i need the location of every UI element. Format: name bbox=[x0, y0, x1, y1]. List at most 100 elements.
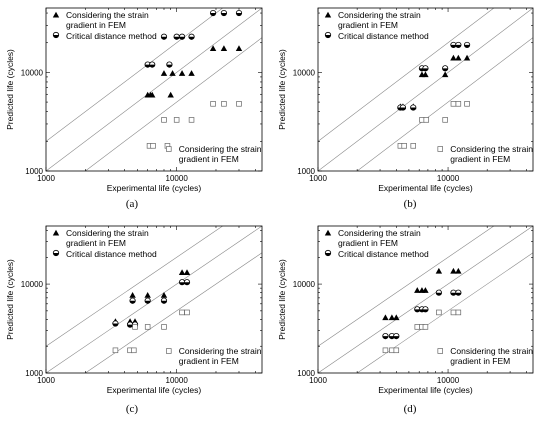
data-point bbox=[414, 287, 421, 293]
reference-line bbox=[46, 226, 224, 347]
data-point bbox=[173, 33, 180, 40]
data-point bbox=[178, 269, 186, 276]
legend-marker-triangle bbox=[52, 11, 60, 18]
data-point bbox=[463, 41, 471, 49]
series-1 bbox=[112, 269, 191, 325]
legend-marker-triangle bbox=[324, 11, 332, 18]
data-point bbox=[166, 61, 173, 68]
legend-label: gradient in FEM bbox=[66, 238, 126, 248]
data-point bbox=[209, 45, 217, 52]
series-2 bbox=[382, 289, 462, 340]
reference-lines bbox=[46, 226, 262, 373]
data-point bbox=[450, 267, 457, 274]
series-3 bbox=[382, 309, 462, 354]
y-tick-label: 1000 bbox=[297, 369, 315, 378]
y-tick-label: 10000 bbox=[21, 280, 44, 289]
data-point bbox=[388, 314, 396, 321]
y-axis-label: Predicted life (cycles) bbox=[5, 259, 15, 340]
legend-marker-half-circle bbox=[324, 249, 332, 257]
series-1 bbox=[382, 267, 462, 321]
data-point bbox=[167, 91, 174, 98]
legend-marker-square bbox=[437, 146, 444, 152]
legend-label: Critical distance method bbox=[66, 31, 157, 41]
x-tick-label: 10000 bbox=[166, 376, 189, 385]
data-point bbox=[112, 347, 119, 354]
data-point bbox=[463, 54, 471, 61]
data-point bbox=[169, 70, 176, 76]
legend-label: gradient in FEM bbox=[179, 356, 239, 366]
data-point bbox=[179, 309, 185, 316]
legend-label: gradient in FEM bbox=[450, 154, 510, 164]
data-point bbox=[442, 117, 448, 123]
panel-label: (a) bbox=[126, 198, 139, 210]
data-point bbox=[210, 101, 216, 107]
data-point bbox=[160, 291, 168, 298]
data-point bbox=[382, 314, 389, 321]
data-point bbox=[435, 289, 442, 296]
data-point bbox=[188, 70, 195, 76]
series-3 bbox=[112, 309, 190, 354]
data-point bbox=[220, 9, 228, 17]
data-point bbox=[435, 267, 443, 274]
x-tick-label: 1000 bbox=[309, 174, 327, 183]
x-tick-label: 1000 bbox=[37, 174, 55, 183]
legend-label: gradient in FEM bbox=[338, 20, 398, 30]
reference-line bbox=[318, 8, 495, 142]
data-point bbox=[450, 101, 457, 107]
data-point bbox=[393, 347, 400, 354]
data-point bbox=[441, 71, 449, 78]
legend-marker-half-circle bbox=[52, 249, 60, 257]
data-point bbox=[144, 291, 151, 298]
data-point bbox=[455, 289, 462, 296]
data-point bbox=[160, 70, 168, 76]
axis-ticks bbox=[45, 8, 262, 172]
axis-ticks bbox=[45, 226, 262, 374]
data-point bbox=[132, 324, 138, 330]
data-point bbox=[236, 101, 242, 107]
legend-marker-square bbox=[437, 348, 444, 354]
y-tick-label: 1000 bbox=[25, 369, 43, 378]
data-point bbox=[188, 117, 195, 123]
series-1 bbox=[144, 45, 243, 98]
data-point bbox=[178, 33, 186, 40]
data-point bbox=[178, 70, 186, 76]
series-3 bbox=[146, 101, 242, 149]
legend-label: Considering the strain bbox=[66, 228, 149, 238]
data-point bbox=[150, 143, 156, 149]
data-point bbox=[209, 9, 217, 17]
reference-line bbox=[46, 8, 224, 142]
data-point bbox=[131, 347, 137, 354]
series-1 bbox=[397, 54, 471, 110]
y-tick-label: 10000 bbox=[21, 68, 44, 77]
panel-label: (c) bbox=[126, 403, 139, 415]
reference-line bbox=[318, 8, 533, 171]
legend-label: gradient in FEM bbox=[450, 356, 510, 366]
reference-line bbox=[318, 226, 495, 347]
legend-label: Critical distance method bbox=[338, 31, 429, 41]
data-point bbox=[173, 117, 180, 123]
data-point bbox=[149, 61, 156, 68]
data-point bbox=[414, 324, 421, 330]
legend-label: Considering the strain bbox=[179, 346, 262, 356]
series-2 bbox=[397, 41, 471, 111]
legend-label: gradient in FEM bbox=[66, 20, 126, 30]
data-point bbox=[399, 104, 407, 111]
data-point bbox=[436, 309, 442, 316]
data-point bbox=[221, 101, 227, 107]
data-point bbox=[455, 54, 462, 61]
reference-lines bbox=[46, 8, 262, 171]
data-point bbox=[393, 314, 400, 321]
panel-label: (d) bbox=[404, 403, 417, 415]
y-tick-label: 10000 bbox=[293, 280, 316, 289]
legend-label: Considering the strain bbox=[66, 10, 149, 20]
data-point bbox=[393, 333, 400, 340]
legend-marker-triangle bbox=[324, 229, 332, 236]
legend-label: gradient in FEM bbox=[338, 238, 398, 248]
legend-marker-square bbox=[166, 146, 172, 152]
reference-line bbox=[356, 37, 533, 171]
data-point bbox=[382, 333, 389, 340]
